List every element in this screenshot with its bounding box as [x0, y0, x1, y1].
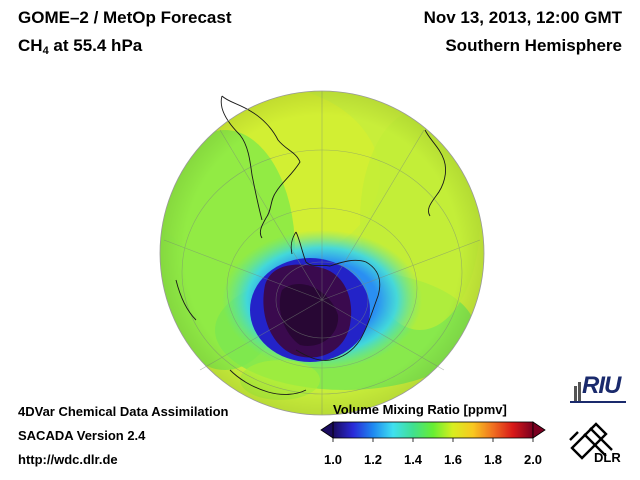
- version-label: SACADA Version 2.4: [18, 428, 146, 443]
- website-link[interactable]: http://wdc.dlr.de: [18, 452, 118, 467]
- colorbar-max-arrow: [532, 421, 546, 439]
- species-name: CH: [18, 36, 43, 55]
- colorbar-min-arrow: [320, 421, 334, 439]
- riu-logo: RIU: [568, 372, 628, 408]
- dlr-logo: [562, 412, 628, 476]
- species-subscript: 4: [42, 45, 49, 57]
- globe-shading: [160, 91, 484, 415]
- dlr-logo-mark: [569, 422, 613, 460]
- colorbar-bar: [332, 421, 534, 439]
- colorbar-tick-label: 1.6: [443, 452, 463, 467]
- hemisphere-label: Southern Hemisphere: [445, 36, 622, 55]
- riu-logo-mark: [570, 382, 626, 403]
- riu-logo-text: RIU: [582, 372, 621, 399]
- colorbar-tick-label: 1.8: [483, 452, 503, 467]
- forecast-datetime: Nov 13, 2013, 12:00 GMT: [423, 8, 622, 27]
- colorbar-tick-label: 2.0: [523, 452, 543, 467]
- colorbar-tick-label: 1.4: [403, 452, 423, 467]
- species-pressure-label: CH4 at 55.4 hPa: [18, 36, 142, 57]
- dlr-logo-text: DLR: [594, 450, 621, 465]
- assimilation-label: 4DVar Chemical Data Assimilation: [18, 404, 229, 419]
- colorbar-title: Volume Mixing Ratio [ppmv]: [333, 402, 507, 417]
- pressure-level: at 55.4 hPa: [48, 36, 143, 55]
- colorbar-tick-label: 1.2: [363, 452, 383, 467]
- product-title: GOME–2 / MetOp Forecast: [18, 8, 232, 27]
- colorbar-ticks: [332, 438, 534, 442]
- colorbar-tick-label: 1.0: [323, 452, 343, 467]
- globe-outline: [159, 90, 485, 416]
